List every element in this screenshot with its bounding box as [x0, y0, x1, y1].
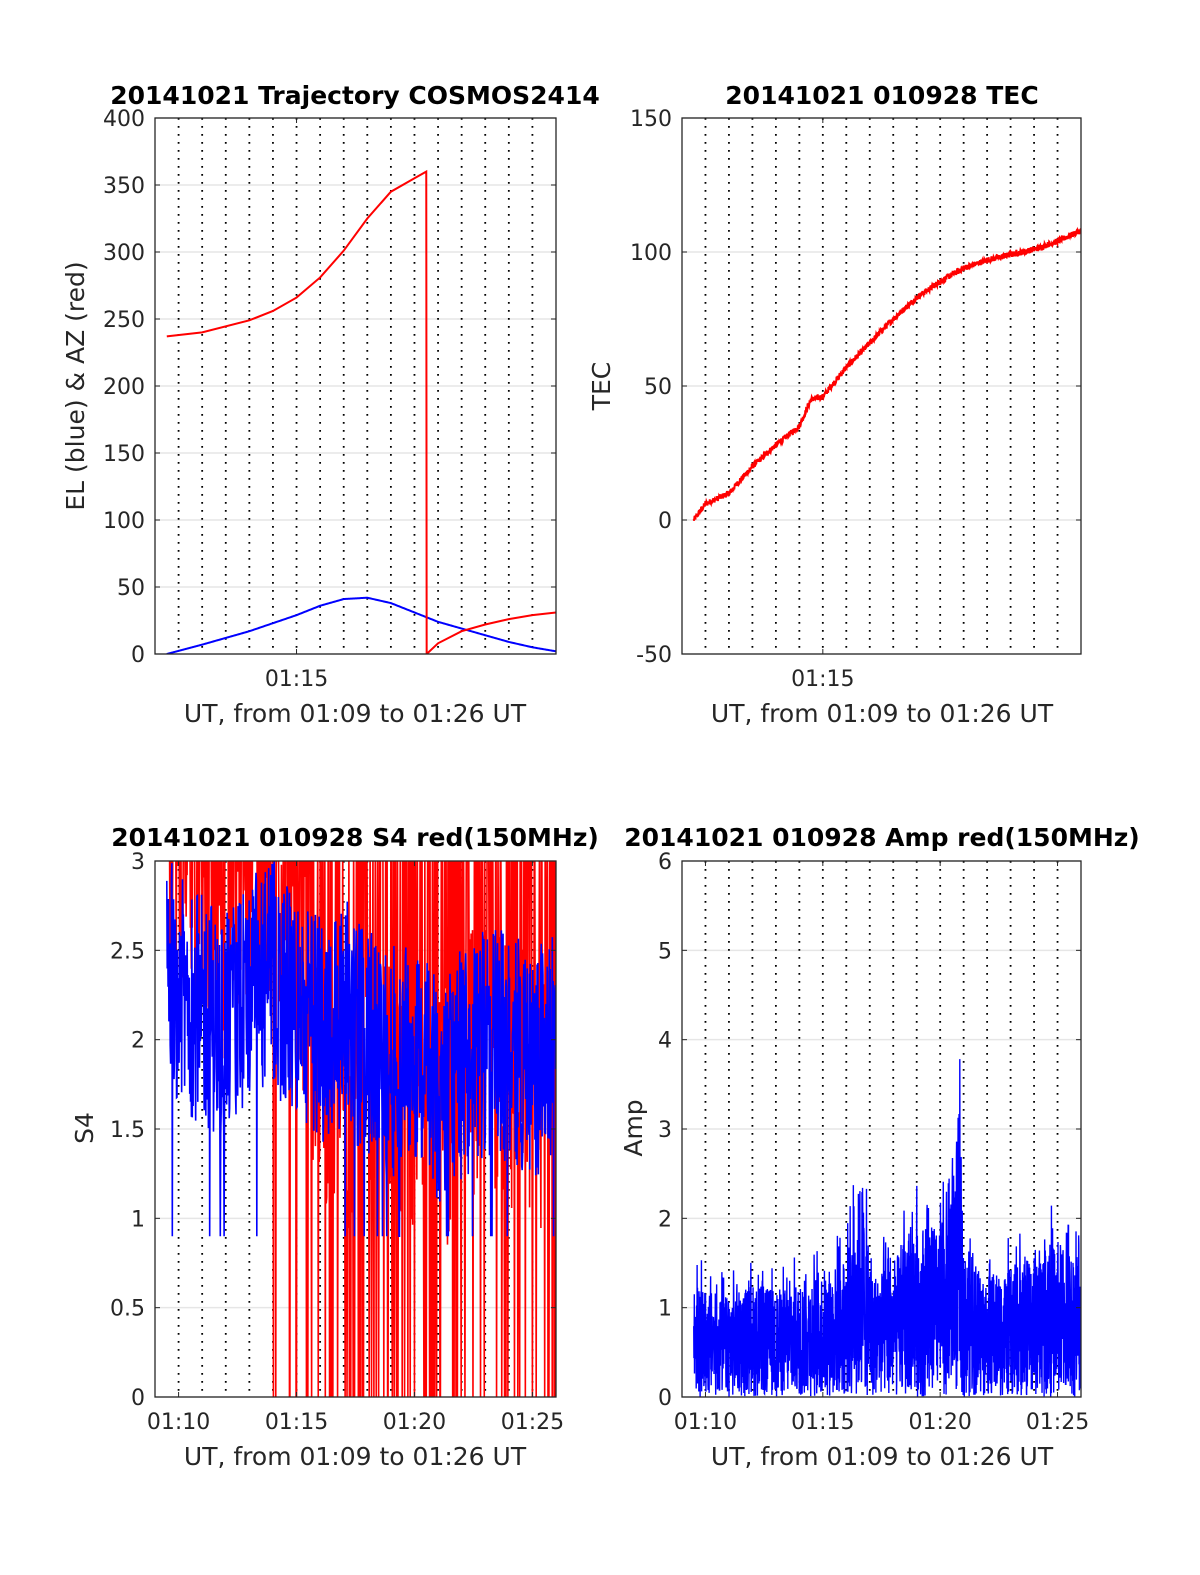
s4-x-axis-label: UT, from 01:09 to 01:26 UT — [184, 1442, 527, 1471]
y-tick-label: 2 — [131, 1029, 145, 1054]
y-tick-label: 3 — [658, 1118, 672, 1143]
y-tick-label: 50 — [117, 576, 145, 601]
x-tick-label: 01:20 — [383, 1410, 446, 1435]
x-tick-label: 01:15 — [791, 1410, 854, 1435]
s4-x-ticks: 01:10 01:15 01:20 01:25 — [147, 861, 564, 1435]
x-tick-label: 01:25 — [1026, 1410, 1089, 1435]
y-tick-label: 1 — [658, 1297, 672, 1322]
trajectory-y-ticks: 0 50 100 150 200 250 300 350 400 — [103, 107, 556, 668]
trajectory-y-axis-label: EL (blue) & AZ (red) — [61, 261, 90, 510]
x-tick-label: 01:15 — [265, 1410, 328, 1435]
series-group — [166, 169, 556, 654]
y-tick-label: 2.5 — [110, 939, 145, 964]
y-tick-label: 300 — [103, 241, 145, 266]
amp-x-axis-label: UT, from 01:09 to 01:26 UT — [711, 1442, 1054, 1471]
y-tick-label: 0.5 — [110, 1297, 145, 1322]
y-tick-label: 250 — [103, 308, 145, 333]
y-tick-label: -50 — [636, 643, 672, 668]
s4-plot-area — [165, 861, 556, 1397]
trajectory-grid — [155, 117, 556, 655]
amp-y-axis-label: Amp — [619, 1099, 648, 1156]
y-tick-label: 0 — [131, 1386, 145, 1411]
s4-chart: 0 0.5 1 1.5 2 2.5 3 01:10 01:15 01:20 01:25 20141… — [70, 823, 599, 1471]
series-group — [692, 226, 1081, 521]
amp-chart: 0 1 2 3 4 5 6 01:10 01:15 01:20 01:25 20141021 01… — [619, 823, 1140, 1471]
s4-y-ticks: 0 0.5 1 1.5 2 2.5 3 — [110, 850, 556, 1411]
y-tick-label: 0 — [658, 509, 672, 534]
s4-y-axis-label: S4 — [70, 1112, 99, 1144]
amp-dotted-lines — [704, 861, 1059, 1397]
y-tick-label: 350 — [103, 174, 145, 199]
y-tick-label: 4 — [658, 1029, 672, 1054]
y-tick-label: 400 — [103, 107, 145, 132]
amp-y-ticks: 0 1 2 3 4 5 6 — [658, 850, 1081, 1411]
y-tick-label: 100 — [103, 509, 145, 534]
x-tick-label: 01:10 — [147, 1410, 210, 1435]
el-series-line — [166, 596, 556, 654]
tec-grid — [682, 117, 1081, 655]
x-tick-label: 01:10 — [674, 1410, 737, 1435]
tec-plot-area — [692, 226, 1081, 521]
y-tick-label: 2 — [658, 1207, 672, 1232]
y-tick-label: 0 — [131, 643, 145, 668]
tec-dotted-lines — [704, 118, 1059, 654]
s4-blue-series-line — [165, 861, 556, 1237]
amp-plot-area — [693, 1059, 1081, 1397]
amp-x-ticks: 01:10 01:15 01:20 01:25 — [674, 861, 1089, 1435]
y-tick-label: 200 — [103, 375, 145, 400]
y-tick-label: 5 — [658, 939, 672, 964]
series-group — [165, 861, 556, 1397]
amp-series-line — [693, 1059, 1081, 1397]
s4-title: 20141021 010928 S4 red(150MHz) — [111, 823, 599, 852]
x-tick-label: 01:25 — [501, 1410, 564, 1435]
trajectory-plot-area — [166, 169, 556, 654]
trajectory-x-axis-label: UT, from 01:09 to 01:26 UT — [184, 699, 527, 728]
x-tick-label: 01:15 — [791, 667, 854, 692]
y-tick-label: 1.5 — [110, 1118, 145, 1143]
y-tick-label: 0 — [658, 1386, 672, 1411]
az-series-line — [166, 169, 556, 654]
trajectory-title: 20141021 Trajectory COSMOS2414 — [110, 81, 600, 110]
y-tick-label: 150 — [630, 107, 672, 132]
tec-y-axis-label: TEC — [587, 362, 616, 412]
y-tick-label: 150 — [103, 442, 145, 467]
y-tick-label: 100 — [630, 241, 672, 266]
trajectory-chart: 0 50 100 150 200 250 300 350 400 01:15 20141021 … — [61, 81, 600, 728]
x-tick-label: 01:20 — [908, 1410, 971, 1435]
y-tick-label: 3 — [131, 850, 145, 875]
x-tick-label: 01:15 — [265, 667, 328, 692]
tec-y-ticks: -50 0 50 100 150 — [630, 107, 1081, 668]
amp-title: 20141021 010928 Amp red(150MHz) — [624, 823, 1140, 852]
trajectory-x-ticks: 01:15 — [265, 118, 328, 692]
y-tick-label: 6 — [658, 850, 672, 875]
y-tick-label: 1 — [131, 1207, 145, 1232]
y-tick-label: 50 — [644, 375, 672, 400]
trajectory-dotted-lines — [177, 118, 534, 654]
tec-title: 20141021 010928 TEC — [725, 81, 1038, 110]
tec-x-axis-label: UT, from 01:09 to 01:26 UT — [711, 699, 1054, 728]
tec-chart: -50 0 50 100 150 01:15 20141021 010928 TEC U… — [587, 81, 1082, 728]
series-group — [693, 1059, 1081, 1397]
tec-series-line — [692, 226, 1081, 521]
tec-x-ticks: 01:15 — [791, 118, 855, 692]
